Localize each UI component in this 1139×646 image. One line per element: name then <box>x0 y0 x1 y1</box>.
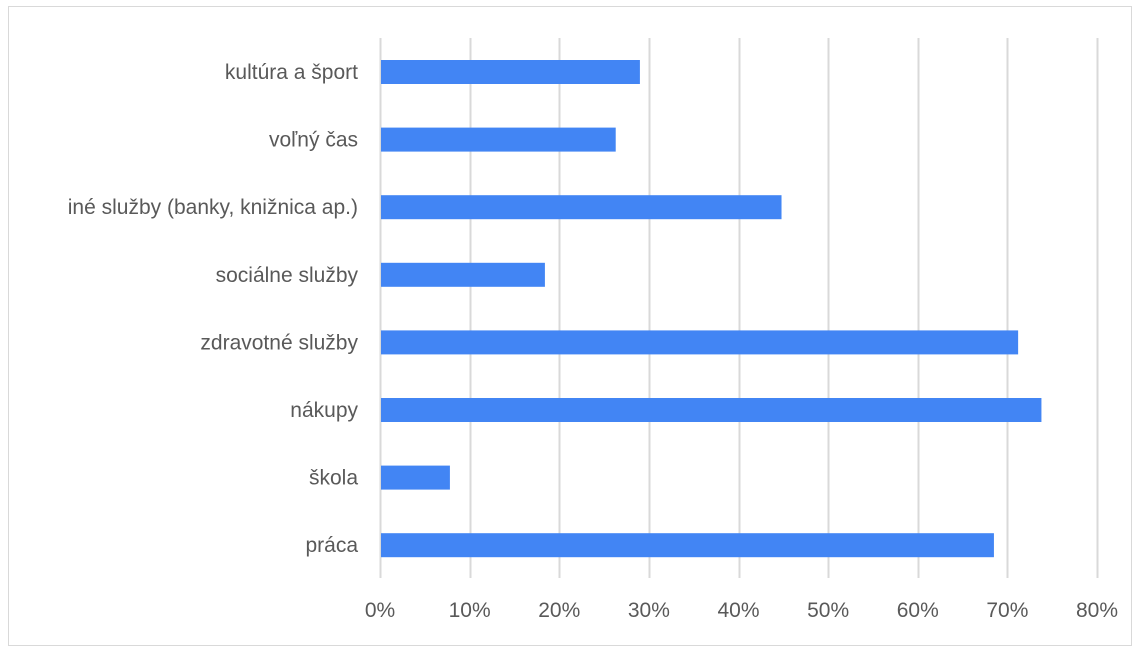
category-label-0: kultúra a šport <box>225 61 358 84</box>
category-label-1: voľný čas <box>269 129 358 152</box>
x-tick-label-50: 50% <box>807 599 849 622</box>
category-label-7: práca <box>305 534 358 557</box>
category-label-4: zdravotné služby <box>200 331 358 354</box>
bar-7 <box>381 533 994 558</box>
bar-4 <box>381 330 1019 355</box>
bars <box>381 60 1042 558</box>
x-tick-label-80: 80% <box>1076 599 1118 622</box>
x-tick-label-60: 60% <box>897 599 939 622</box>
x-tick-label-10: 10% <box>449 599 491 622</box>
category-label-3: sociálne služby <box>216 264 359 287</box>
x-tick-label-40: 40% <box>717 599 759 622</box>
bar-1 <box>381 127 616 152</box>
bar-3 <box>381 262 545 287</box>
category-label-5: nákupy <box>290 399 358 422</box>
category-labels: kultúra a šport voľný čas iné služby (bank… <box>68 61 359 557</box>
category-label-6: škola <box>309 467 358 490</box>
x-tick-label-0: 0% <box>365 599 395 622</box>
bar-2 <box>381 195 782 220</box>
x-tick-label-20: 20% <box>538 599 580 622</box>
bar-0 <box>381 60 640 84</box>
bar-5 <box>381 398 1042 422</box>
bar-6 <box>381 465 450 490</box>
category-label-2: iné služby (banky, knižnica ap.) <box>68 196 358 219</box>
gridlines <box>379 38 1099 578</box>
x-tick-label-70: 70% <box>986 599 1028 622</box>
x-tick-label-30: 30% <box>628 599 670 622</box>
x-tick-labels: 0% 10% 20% 30% 40% 50% 60% 70% 80% <box>365 599 1118 622</box>
